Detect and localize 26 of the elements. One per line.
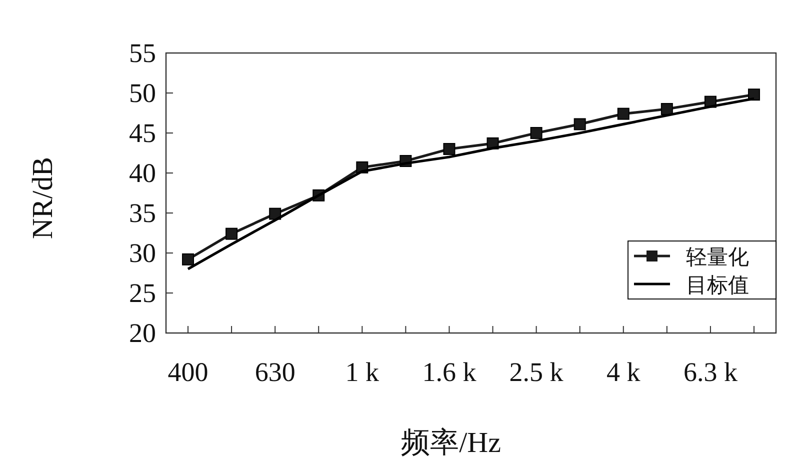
x-tick-label: 1 k: [345, 357, 380, 387]
x-axis-title: 频率/Hz: [401, 427, 502, 459]
y-tick-label: 55: [129, 38, 156, 68]
x-tick-label: 4 k: [606, 357, 641, 387]
legend-label: 轻量化: [686, 245, 749, 269]
x-tick-label: 400: [168, 357, 208, 387]
y-tick-label: 50: [129, 78, 156, 108]
point: [443, 143, 456, 155]
y-tick-label: 45: [129, 118, 156, 148]
x-tick-label: 2.5 k: [509, 357, 564, 387]
y-tick-label: 25: [129, 278, 156, 308]
y-tick-label: 35: [129, 198, 156, 228]
legend-label: 目标值: [686, 273, 749, 297]
point: [226, 228, 238, 240]
x-tick-label: 1.6 k: [422, 357, 477, 387]
point: [660, 103, 673, 115]
point: [617, 108, 630, 120]
point: [530, 127, 542, 139]
y-axis-title: NR/dB: [27, 156, 59, 240]
y-tick-label: 30: [129, 238, 156, 268]
y-tick-label: 40: [129, 158, 156, 188]
x-tick-label: 6.3 k: [683, 357, 738, 387]
x-tick-label: 630: [254, 357, 296, 387]
y-tick-label: 20: [129, 318, 156, 348]
point: [182, 253, 194, 266]
point: [574, 118, 586, 130]
